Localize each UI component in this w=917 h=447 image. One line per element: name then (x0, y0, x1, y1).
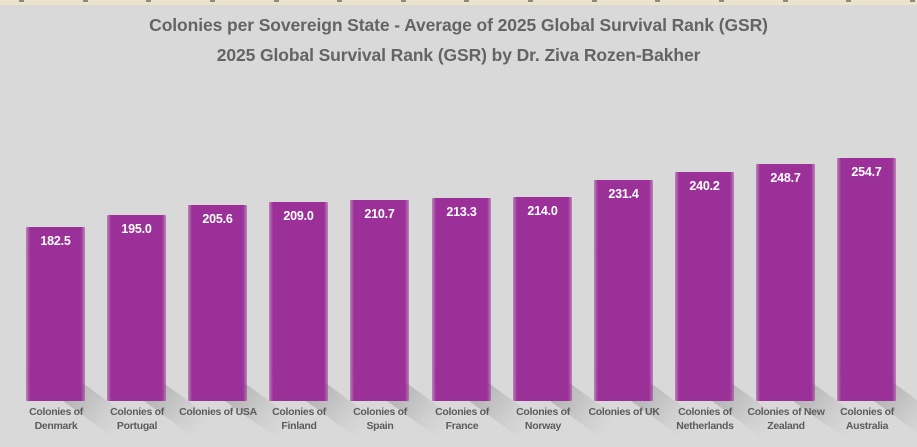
ruler-strip (0, 0, 917, 5)
bar-colonies-of-denmark: 182.5 (26, 227, 85, 401)
category-label-colonies-of-netherlands: Colonies of Netherlands (676, 406, 734, 432)
bar-colonies-of-portugal: 195.0 (107, 215, 166, 401)
value-label: 248.7 (770, 171, 801, 185)
value-label: 254.7 (851, 165, 882, 179)
value-label: 214.0 (527, 204, 558, 218)
chart-title-line2: 2025 Global Survival Rank (GSR) by Dr. Z… (216, 45, 701, 65)
category-label-colonies-of-denmark: Colonies of Denmark (29, 406, 83, 432)
ruler-tick (401, 0, 406, 2)
ruler-tick (846, 0, 851, 2)
ruler-tick (719, 0, 724, 2)
value-label: 205.6 (202, 212, 233, 226)
ruler-tick (528, 0, 533, 2)
value-label: 209.0 (283, 209, 314, 223)
bar-colonies-of-uk: 231.4 (594, 180, 653, 401)
bar-colonies-of-netherlands: 240.2 (675, 172, 734, 401)
category-label-colonies-of-france: Colonies of France (435, 406, 489, 432)
ruler-tick (19, 0, 24, 2)
value-label: 213.3 (446, 205, 477, 219)
bar-colonies-of-australia: 254.7 (837, 158, 896, 401)
bar-colonies-of-finland: 209.0 (269, 202, 328, 401)
ruler-tick (910, 0, 915, 2)
bar-colonies-of-new-zealand: 248.7 (756, 164, 815, 401)
value-label: 210.7 (364, 207, 395, 221)
value-label: 182.5 (40, 234, 71, 248)
ruler-tick (783, 0, 788, 2)
category-label-colonies-of-finland: Colonies of Finland (272, 406, 326, 432)
category-label-colonies-of-norway: Colonies of Norway (516, 406, 570, 432)
bar-colonies-of-norway: 214.0 (513, 197, 572, 401)
category-label-colonies-of-new-zealand: Colonies of New Zealand (747, 406, 825, 432)
ruler-tick (210, 0, 215, 2)
ruler-tick (146, 0, 151, 2)
bar-colonies-of-usa: 205.6 (188, 205, 247, 401)
ruler-tick (655, 0, 660, 2)
category-label-colonies-of-spain: Colonies of Spain (353, 406, 407, 432)
category-label-colonies-of-portugal: Colonies of Portugal (110, 406, 164, 432)
value-label: 195.0 (121, 222, 152, 236)
category-label-colonies-of-usa: Colonies of USA (179, 406, 257, 418)
ruler-tick (592, 0, 597, 2)
ruler-tick (464, 0, 469, 2)
chart-title-line1: Colonies per Sovereign State - Average o… (149, 15, 768, 35)
ruler-tick (274, 0, 279, 2)
category-label-colonies-of-australia: Colonies of Australia (840, 406, 894, 432)
ruler-tick (337, 0, 342, 2)
chart-title: Colonies per Sovereign State - Average o… (0, 10, 917, 70)
ruler-tick (83, 0, 88, 2)
category-label-colonies-of-uk: Colonies of UK (588, 406, 660, 418)
value-label: 240.2 (689, 179, 720, 193)
bar-colonies-of-spain: 210.7 (350, 200, 409, 401)
value-label: 231.4 (608, 187, 639, 201)
bar-colonies-of-france: 213.3 (432, 198, 491, 401)
